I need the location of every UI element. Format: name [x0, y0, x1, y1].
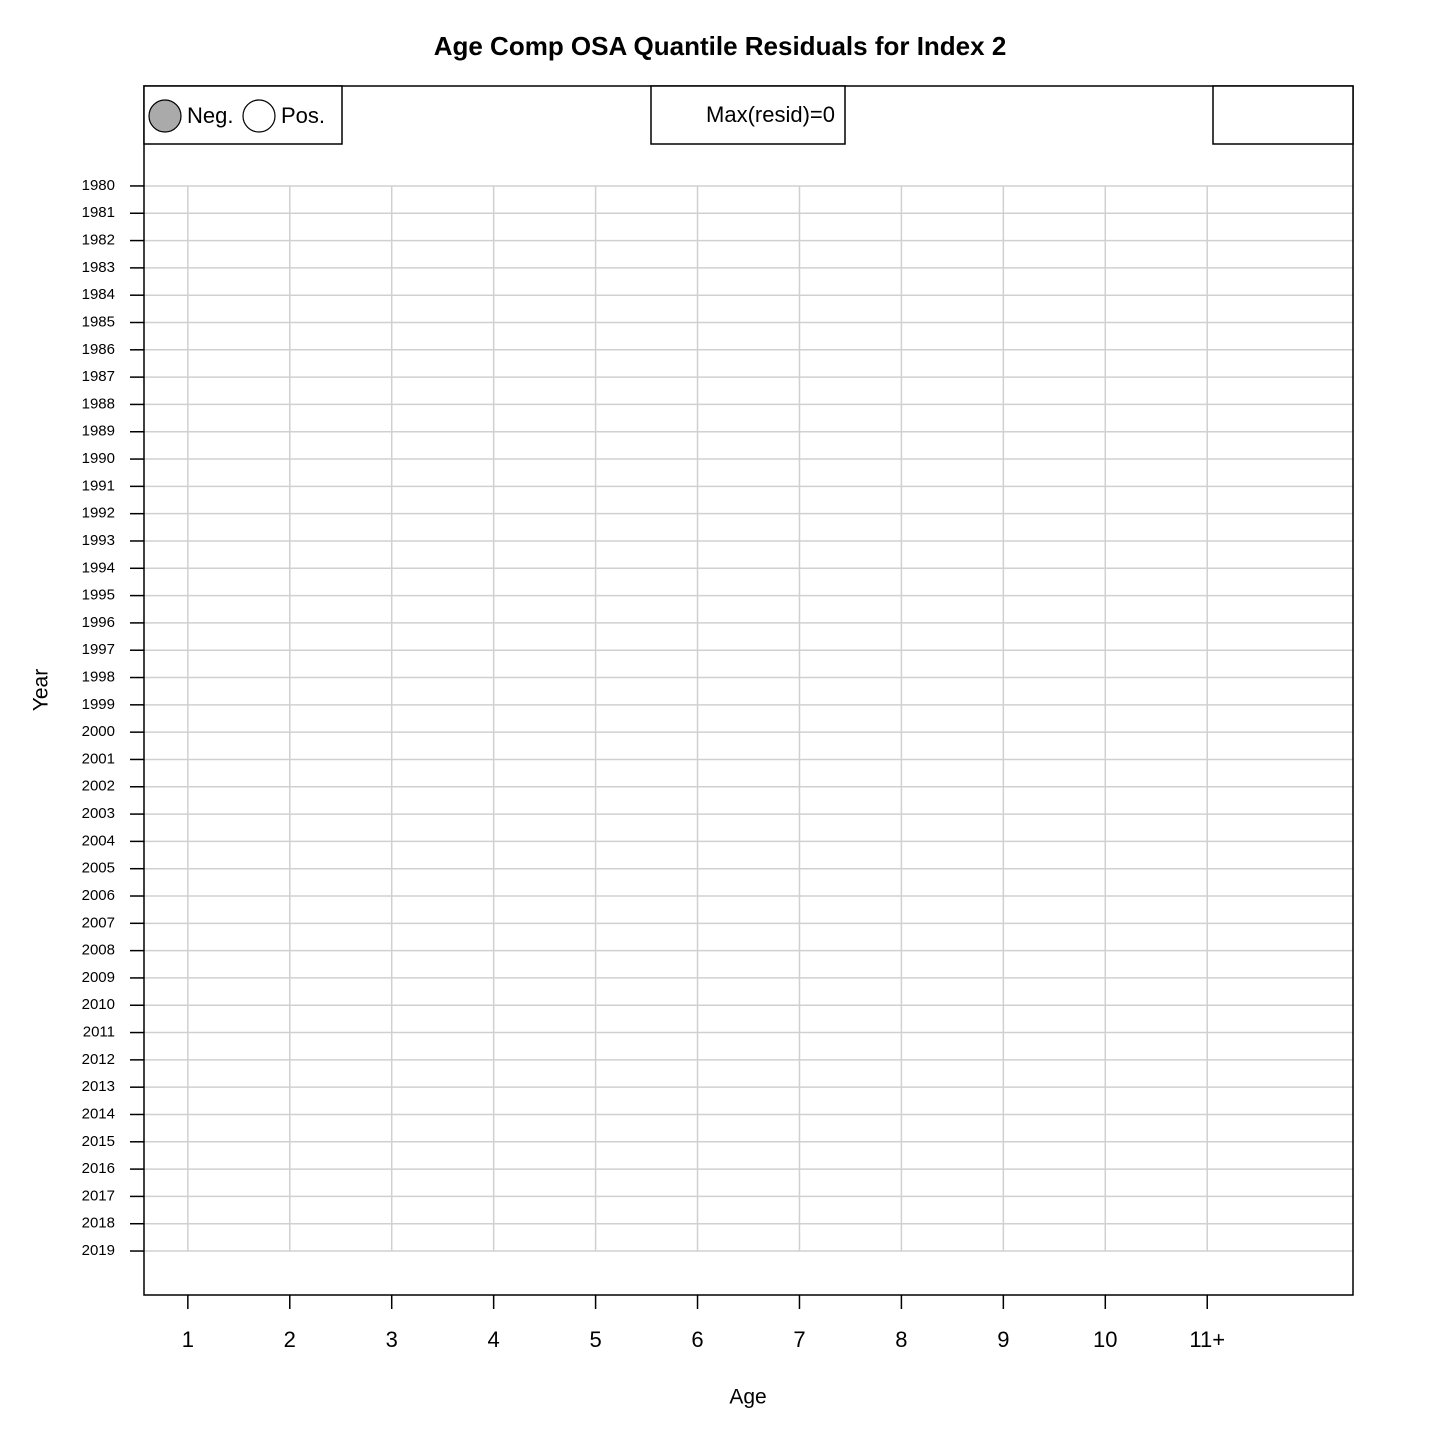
legend-marker	[242, 99, 276, 133]
empty-box	[1212, 85, 1354, 145]
y-tick-label: 1984	[82, 286, 115, 303]
y-tick-label: 1988	[82, 395, 115, 412]
y-tick-label: 1985	[82, 313, 115, 330]
y-tick-label: 2011	[83, 1024, 115, 1041]
y-tick-label: 1996	[82, 614, 115, 631]
y-tick-label: 2006	[82, 887, 115, 904]
y-tick-label: 2005	[82, 860, 115, 877]
legend-marker	[148, 99, 182, 133]
x-tick-label: 6	[691, 1327, 703, 1352]
chart-title: Age Comp OSA Quantile Residuals for Inde…	[434, 31, 1007, 61]
x-tick-label: 5	[589, 1327, 601, 1352]
y-tick-label: 1994	[82, 559, 115, 576]
y-tick-label: 1986	[82, 341, 115, 358]
y-tick-label: 2015	[82, 1133, 115, 1150]
y-tick-label: 2017	[82, 1187, 115, 1204]
y-tick-label: 1997	[82, 641, 115, 658]
y-tick-label: 2010	[82, 996, 115, 1013]
y-tick-label: 2013	[82, 1078, 115, 1095]
x-tick-label: 1	[182, 1327, 194, 1352]
y-tick-label: 2002	[82, 778, 115, 795]
y-tick-label: 2001	[82, 750, 115, 767]
y-tick-label: 2012	[82, 1051, 115, 1068]
x-tick-label: 2	[284, 1327, 296, 1352]
y-tick-label: 2004	[82, 832, 115, 849]
y-tick-label: 2016	[82, 1160, 115, 1177]
y-tick-label: 2018	[82, 1215, 115, 1232]
y-tick-label: 1983	[82, 259, 115, 276]
x-tick-label: 9	[997, 1327, 1009, 1352]
y-tick-label: 2007	[82, 914, 115, 931]
annotation-box	[650, 85, 846, 145]
y-tick-label: 1993	[82, 532, 115, 549]
y-tick-label: 2014	[82, 1105, 115, 1122]
legend-label: Neg.	[187, 103, 233, 128]
y-tick-label: 1998	[82, 668, 115, 685]
y-tick-label: 1995	[82, 587, 115, 604]
grid	[144, 185, 1353, 1252]
x-tick-label: 11+	[1189, 1327, 1225, 1352]
x-tick-label: 4	[488, 1327, 500, 1352]
y-tick-label: 1982	[82, 232, 115, 249]
y-tick-label: 1991	[82, 477, 115, 494]
x-tick-label: 3	[386, 1327, 398, 1352]
y-tick-label: 2003	[82, 805, 115, 822]
y-tick-label: 2009	[82, 969, 115, 986]
y-tick-label: 1980	[82, 177, 115, 194]
y-tick-label: 2000	[82, 723, 115, 740]
y-tick-label: 1981	[82, 204, 115, 221]
y-tick-label: 1999	[82, 696, 115, 713]
y-tick-label: 1992	[82, 505, 115, 522]
annotation: Max(resid)=0	[706, 102, 835, 127]
x-axis-label: Age	[729, 1386, 766, 1409]
y-tick-label: 1989	[82, 423, 115, 440]
y-tick-label: 1987	[82, 368, 115, 385]
y-tick-label: 2019	[82, 1242, 115, 1259]
y-axis-label: Year	[30, 669, 53, 711]
y-tick-label: 2008	[82, 942, 115, 959]
legend-label: Pos.	[281, 103, 325, 128]
y-tick-label: 1990	[82, 450, 115, 467]
x-tick-label: 10	[1093, 1327, 1117, 1352]
x-tick-label: 8	[895, 1327, 907, 1352]
x-tick-label: 7	[793, 1327, 805, 1352]
